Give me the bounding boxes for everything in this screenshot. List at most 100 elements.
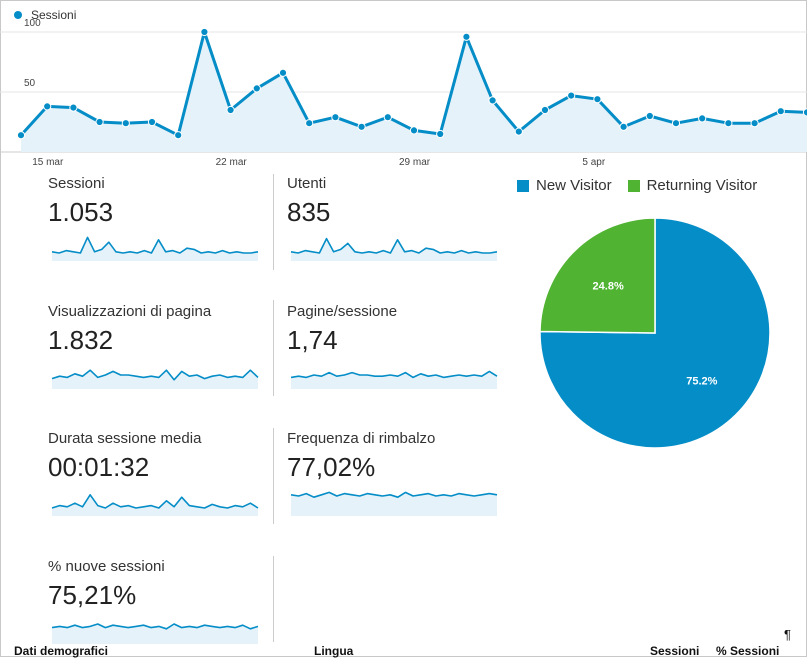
sessions-point[interactable] [619, 122, 628, 131]
sessions-point[interactable] [776, 107, 785, 116]
col-header-sessioni[interactable]: Sessioni [650, 644, 700, 658]
sessions-point[interactable] [147, 117, 157, 127]
sessions-point[interactable] [383, 113, 392, 122]
sparkline-area [52, 237, 258, 261]
sessions-point[interactable] [409, 126, 419, 135]
pie-legend: New Visitor Returning Visitor [517, 177, 773, 194]
metric-value: 1.832 [48, 325, 114, 355]
sessions-point[interactable] [174, 131, 183, 140]
pie-slice-label: 24.8% [593, 281, 624, 293]
pie-slice-returning-visitor[interactable] [539, 217, 656, 334]
metric-utenti[interactable]: Utenti 835 [287, 175, 507, 275]
metric-pagine-sessione[interactable]: Pagine/sessione 1,74 [287, 303, 507, 403]
sessions-point[interactable] [278, 68, 288, 77]
sessions-point[interactable] [305, 119, 314, 128]
sparkline-line [51, 623, 259, 630]
x-tick-label: 15 mar [32, 157, 64, 168]
sparkline-area [52, 494, 258, 516]
metric-visualizzazioni[interactable]: Visualizzazioni di pagina 1.832 [48, 303, 268, 403]
metric-label: Visualizzazioni di pagina [48, 303, 212, 320]
metric-value: 835 [287, 197, 331, 227]
metric-sparkline [51, 494, 259, 516]
metric-frequenza-rimbalzo[interactable]: Frequenza di rimbalzo 77,02% [287, 430, 507, 530]
sessions-point[interactable] [488, 96, 497, 105]
metric-sessioni[interactable]: Sessioni 1.053 [48, 175, 268, 275]
metric-divider [273, 300, 274, 396]
sparkline-area [52, 624, 258, 644]
sparkline-line [290, 370, 498, 379]
pie-slice-new-visitor[interactable] [539, 217, 771, 449]
sparkline-area [291, 371, 497, 389]
metric-divider [273, 174, 274, 270]
metric-divider [273, 556, 274, 642]
sessions-point[interactable] [724, 119, 733, 128]
metric-durata-sessione[interactable]: Durata sessione media 00:01:32 [48, 430, 268, 530]
sessions-point[interactable] [436, 129, 445, 139]
metric-sparkline [51, 236, 259, 261]
main-chart-legend: Sessioni [14, 8, 76, 22]
sessions-area [21, 32, 807, 152]
metric-sparkline [51, 369, 259, 389]
sessions-point[interactable] [331, 113, 340, 122]
y-tick-label: 100 [24, 18, 41, 29]
pie-slice-label: 75.2% [686, 375, 717, 387]
y-tick-label: 50 [24, 78, 36, 89]
metric-nuove-sessioni[interactable]: % nuove sessioni 75,21% [48, 558, 268, 658]
col-header-lingua[interactable]: Lingua [314, 644, 354, 658]
metric-value: 1,74 [287, 325, 338, 355]
sessions-point[interactable] [645, 111, 654, 121]
sessions-point[interactable] [593, 95, 602, 104]
metric-value: 00:01:32 [48, 452, 150, 482]
metric-divider [273, 428, 274, 524]
metric-label: Pagine/sessione [287, 303, 398, 320]
metric-sparkline [290, 237, 498, 261]
metric-label: Sessioni [48, 175, 105, 192]
sessions-legend-label: Sessioni [31, 8, 77, 22]
sessions-point[interactable] [671, 119, 681, 128]
sessions-point[interactable] [121, 119, 130, 128]
metric-sparkline [290, 491, 498, 516]
sessions-point[interactable] [200, 27, 209, 37]
sessions-point[interactable] [252, 84, 261, 93]
legend-returning-visitor[interactable]: Returning Visitor [627, 177, 758, 194]
sessions-point[interactable] [540, 105, 550, 115]
sessions-line [19, 30, 807, 137]
x-tick-label: 5 apr [582, 157, 606, 168]
metric-sparkline [51, 623, 259, 644]
sessions-point[interactable] [69, 103, 78, 112]
sessions-point[interactable] [750, 119, 759, 128]
sessions-point[interactable] [514, 127, 523, 136]
sparkline-line [290, 237, 498, 254]
x-tick-label: 29 mar [399, 157, 431, 168]
sessions-point[interactable] [357, 122, 366, 131]
metric-label: Utenti [287, 175, 327, 192]
metric-label: Durata sessione media [48, 430, 202, 447]
col-header-percent-sessioni[interactable]: % Sessioni [716, 644, 780, 658]
sessions-point[interactable] [16, 131, 26, 140]
sparkline-area [291, 492, 497, 516]
metric-value: 77,02% [287, 452, 376, 482]
legend-label: New Visitor [536, 177, 612, 194]
pilcrow-mark: ¶ [784, 627, 791, 642]
sessions-point[interactable] [95, 117, 104, 127]
visitor-pie-chart: 75.2% 24.8% [539, 217, 771, 449]
sessions-point[interactable] [226, 105, 235, 115]
returning-visitor-swatch [627, 179, 640, 192]
sparkline-area [52, 370, 258, 389]
sessions-point[interactable] [567, 91, 576, 100]
metric-value: 75,21% [48, 580, 137, 610]
sessions-legend-swatch [14, 11, 22, 19]
x-tick-label: 22 mar [215, 157, 247, 168]
sessions-point[interactable] [698, 114, 707, 123]
legend-new-visitor[interactable]: New Visitor [517, 177, 612, 194]
sparkline-line [51, 494, 259, 509]
metric-value: 1.053 [48, 197, 114, 227]
sessions-point[interactable] [43, 102, 52, 111]
sparkline-area [291, 238, 497, 261]
legend-label: Returning Visitor [646, 177, 758, 194]
sessions-point[interactable] [802, 108, 807, 117]
sparkline-line [51, 369, 259, 381]
metric-label: % nuove sessioni [48, 558, 165, 575]
sessions-line-chart [0, 27, 807, 153]
sessions-point[interactable] [462, 32, 471, 41]
